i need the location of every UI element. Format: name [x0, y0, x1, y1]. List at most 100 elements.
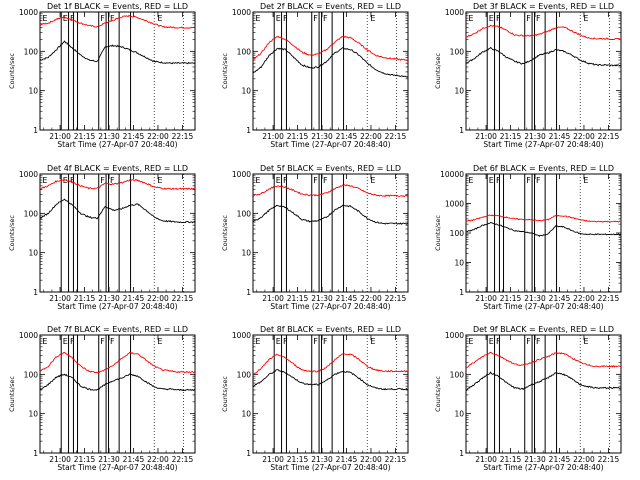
x-tick-label: 22:00 — [573, 132, 595, 141]
x-axis-title: Start Time (27-Apr-07 20:48:40) — [483, 463, 603, 472]
x-tick-label: 22:00 — [360, 294, 382, 303]
flag-label: F — [536, 14, 541, 23]
flag-label: E — [370, 14, 375, 23]
events-series-line — [465, 222, 622, 238]
y-tick-label: 1000 — [445, 331, 464, 340]
x-tick-label: 22:15 — [172, 455, 194, 464]
events-series-line — [39, 198, 196, 224]
y-tick-label: 10 — [241, 249, 251, 258]
y-axis-title: Counts/sec — [221, 376, 229, 412]
plot-title: Det 7f BLACK = Events, RED = LLD — [47, 325, 188, 334]
flag-label: E — [583, 176, 588, 185]
events-series-line — [39, 40, 196, 65]
plot-frame — [252, 334, 409, 454]
flag-label: E — [489, 176, 494, 185]
plot-title: Det 3f BLACK = Events, RED = LLD — [473, 2, 614, 11]
y-tick-label: 1 — [246, 449, 251, 458]
plot-frame — [39, 173, 196, 293]
x-tick-label: 22:15 — [385, 294, 407, 303]
y-tick-label: 100 — [24, 47, 39, 56]
y-axis-title: Counts/sec — [8, 215, 16, 251]
y-axis-title: Counts/sec — [434, 376, 442, 412]
flag-label: E — [63, 337, 68, 346]
flag-label: E — [255, 337, 260, 346]
events-series-line — [252, 369, 409, 391]
flag-label: F — [283, 176, 288, 185]
plot-title: Det 2f BLACK = Events, RED = LLD — [260, 2, 401, 11]
flag-label: E — [489, 337, 494, 346]
lld-series-line — [465, 24, 622, 41]
plot-title: Det 6f BLACK = Events, RED = LLD — [473, 164, 614, 173]
y-tick-label: 100 — [24, 209, 39, 218]
plot-frame — [465, 334, 622, 454]
x-tick-label: 22:15 — [598, 294, 620, 303]
x-tick-label: 22:15 — [385, 455, 407, 464]
flag-label: F — [110, 337, 115, 346]
lld-series-line — [39, 14, 196, 29]
x-axis-title: Start Time (27-Apr-07 20:48:40) — [57, 140, 177, 149]
y-tick-label: 100 — [450, 47, 465, 56]
lld-series-line — [465, 351, 622, 369]
flag-label: E — [468, 14, 473, 23]
panel-det-4: Det 4f BLACK = Events, RED = LLD 1 10 100 10… — [8, 164, 196, 311]
x-tick-label: 22:00 — [573, 455, 595, 464]
y-tick-label: 100 — [237, 370, 252, 379]
x-tick-label: 21:45 — [336, 294, 358, 303]
events-series-line — [252, 204, 409, 225]
flag-label: F — [283, 337, 288, 346]
flag-label: F — [496, 14, 501, 23]
x-tick-label: 21:15 — [287, 132, 309, 141]
panel-det-5: Det 5f BLACK = Events, RED = LLD 1 10 100 10… — [221, 164, 409, 311]
plot-frame — [252, 173, 409, 293]
x-tick-label: 21:45 — [336, 132, 358, 141]
flag-label: E — [42, 14, 47, 23]
plot-title: Det 4f BLACK = Events, RED = LLD — [47, 164, 188, 173]
y-tick-label: 1000 — [19, 331, 38, 340]
flag-label: F — [536, 337, 541, 346]
x-tick-label: 21:15 — [74, 455, 96, 464]
x-tick-label: 21:00 — [262, 132, 284, 141]
x-tick-label: 21:00 — [262, 294, 284, 303]
lld-series-line — [39, 178, 196, 191]
flag-label: F — [526, 14, 531, 23]
x-tick-label: 21:45 — [123, 294, 145, 303]
x-tick-label: 22:00 — [360, 455, 382, 464]
plot-frame — [252, 11, 409, 131]
flag-label: E — [370, 176, 375, 185]
flag-label: E — [42, 176, 47, 185]
x-tick-label: 21:00 — [49, 455, 71, 464]
plot-frame — [465, 173, 622, 293]
panel-det-3: Det 3f BLACK = Events, RED = LLD 1 10 100 10… — [434, 2, 622, 149]
x-tick-label: 21:00 — [262, 455, 284, 464]
y-axis-title: Counts/sec — [8, 53, 16, 89]
events-series-line — [39, 373, 196, 392]
lld-series-line — [39, 351, 196, 374]
flag-label: F — [323, 14, 328, 23]
flag-label: F — [100, 337, 105, 346]
panel-det-2: Det 2f BLACK = Events, RED = LLD 1 10 100 10… — [221, 2, 409, 149]
y-tick-label: 100 — [237, 209, 252, 218]
lld-series-line — [465, 214, 622, 223]
lld-series-line — [252, 184, 409, 198]
x-tick-label: 21:15 — [500, 294, 522, 303]
x-tick-label: 21:45 — [123, 132, 145, 141]
x-tick-label: 21:00 — [475, 132, 497, 141]
x-tick-label: 21:15 — [287, 294, 309, 303]
x-tick-label: 22:00 — [360, 132, 382, 141]
flag-label: E — [63, 14, 68, 23]
flag-label: E — [255, 14, 260, 23]
x-axis-title: Start Time (27-Apr-07 20:48:40) — [270, 302, 390, 311]
y-tick-label: 1 — [459, 449, 464, 458]
flag-label: F — [496, 337, 501, 346]
flag-label: F — [70, 14, 75, 23]
flag-label: F — [526, 337, 531, 346]
x-tick-label: 21:15 — [500, 455, 522, 464]
x-tick-label: 21:30 — [311, 132, 333, 141]
panel-det-1: Det 1f BLACK = Events, RED = LLD 1 10 100 10… — [8, 2, 196, 149]
y-tick-label: 10 — [28, 410, 38, 419]
flag-label: E — [157, 14, 162, 23]
lld-series-line — [252, 353, 409, 375]
y-tick-label: 1000 — [232, 8, 251, 17]
flag-label: F — [110, 176, 115, 185]
